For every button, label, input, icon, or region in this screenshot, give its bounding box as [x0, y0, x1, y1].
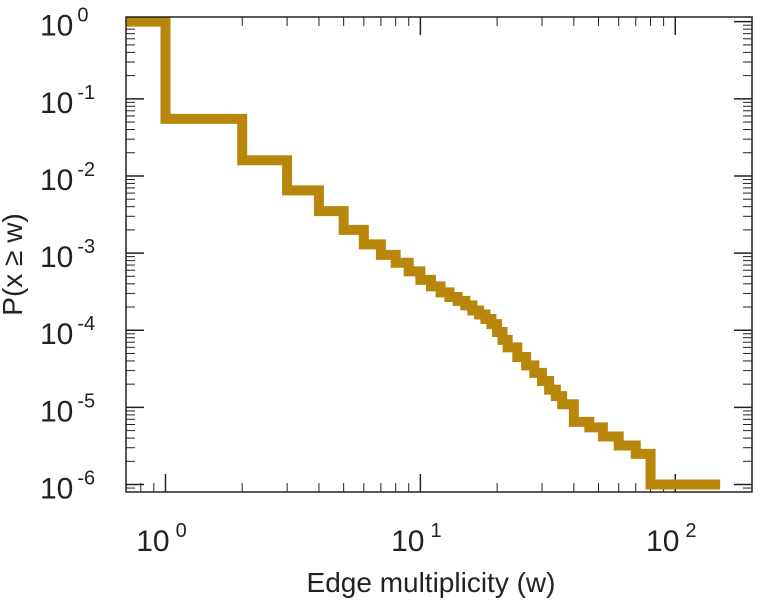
x-tick-labels: 10 0 10 1 10 2: [136, 520, 696, 558]
major-ticks: [126, 17, 752, 492]
y-tick-label: 10 -5: [40, 390, 95, 428]
x-tick-label: 10 0: [136, 520, 187, 558]
y-tick-label: 10 -6: [40, 468, 95, 506]
y-tick-label: 10 -3: [40, 236, 95, 274]
y-tick-label: 10 -2: [40, 159, 95, 197]
plot-frame: [125, 16, 753, 493]
ccdf-step-line: [126, 16, 721, 490]
minor-ticks: [125, 17, 752, 492]
x-tick-label: 10 2: [646, 520, 697, 558]
x-tick-label: 10 1: [391, 520, 442, 558]
y-tick-label: 10 -1: [40, 82, 95, 120]
y-axis-label: P(x ≥ w): [0, 213, 28, 315]
y-tick-label: 10 -4: [40, 313, 95, 351]
x-axis-label: Edge multiplicity (w): [307, 567, 556, 598]
y-tick-label: 10 0: [40, 5, 89, 43]
series-layer: [126, 16, 721, 490]
